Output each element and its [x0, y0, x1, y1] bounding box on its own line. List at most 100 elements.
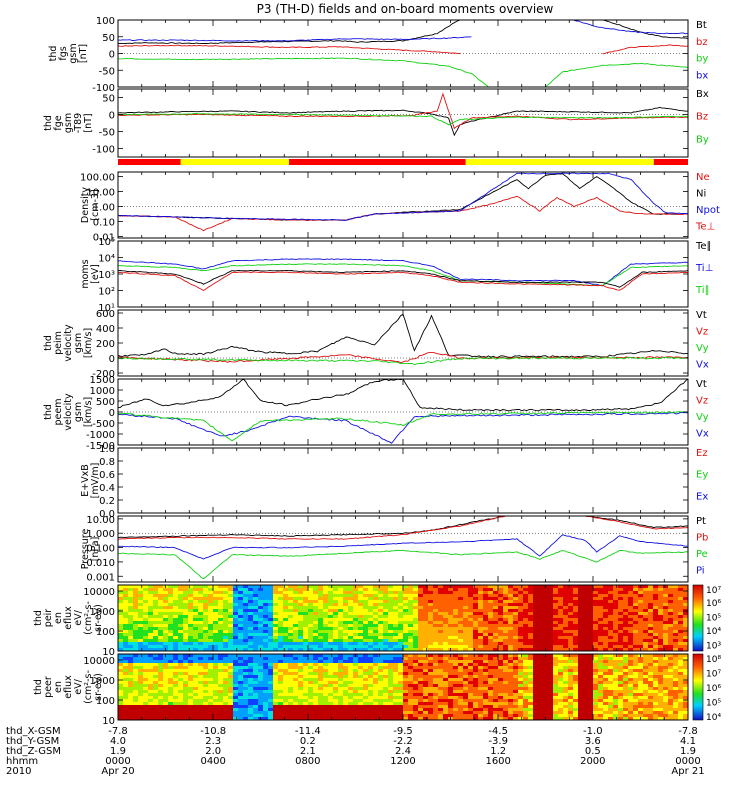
y-axis-label-line: peim: [53, 331, 64, 355]
y-axis-label-line: eflux: [63, 675, 74, 699]
y-axis-label-line: fgs: [58, 46, 69, 60]
panel-density: NeNiNpotTe⊥100.0010.001.000.100.01Densit…: [80, 171, 720, 244]
colorbar-tick-label: 10³: [706, 641, 721, 651]
y-axis-label: thd fge gsm -T89 [nT]: [43, 113, 94, 133]
y-axis-label-line: en: [53, 681, 64, 693]
panel-frame: [117, 447, 689, 514]
x-axis-tick-label: -7.8: [678, 726, 698, 737]
colorbar-tick-label: 10⁶: [706, 684, 721, 694]
y-tick-label: -500: [92, 419, 115, 430]
legend-entry: bx: [696, 70, 708, 81]
y-axis-label-line: eflux: [63, 606, 74, 630]
y-tick-label: 100.00: [80, 173, 115, 184]
series-line-by: [117, 57, 489, 88]
x-axis-tick-label: 1.9: [680, 746, 696, 757]
panel-frame: [117, 88, 689, 158]
legend-entry: Ne: [696, 172, 710, 183]
series-line-By: [117, 113, 689, 126]
colorbar-tick-label: 10⁴: [706, 713, 721, 723]
y-tick-label: -50: [99, 66, 115, 77]
x-axis-tick-label: Apr 21: [671, 766, 704, 777]
x-axis-tick-label: 2.1: [300, 746, 316, 757]
y-axis-label-line: [nT]: [78, 44, 89, 63]
y-axis-label-line: (cm²-s-: [83, 601, 94, 635]
y-tick-label: -100: [92, 83, 115, 94]
y-tick-label: 10⁴: [98, 254, 115, 265]
legend-entry: Ey: [696, 470, 708, 481]
figure-title: P3 (TH-D) fields and on-board moments ov…: [257, 2, 554, 16]
series-line-bz: [602, 44, 689, 55]
y-tick-label: 0: [109, 408, 115, 419]
mode-bar: [118, 159, 688, 165]
y-tick-label: 10000: [83, 587, 115, 598]
x-axis-tick-label: 1200: [390, 756, 415, 767]
x-axis-tick-label: 4.0: [110, 736, 126, 747]
y-axis-label: moms [eV]: [80, 259, 101, 288]
panel-frame: [117, 171, 689, 239]
y-axis-label-line: sr-eV): [93, 604, 104, 632]
y-axis-label-line: [km/s]: [83, 328, 94, 358]
y-axis-label-line: thd: [43, 335, 54, 351]
series-line-Bx: [117, 106, 689, 137]
legend-entry: Bx: [696, 89, 709, 100]
y-tick-label: 0: [109, 111, 115, 122]
legend-entry: Bz: [696, 112, 708, 123]
legend-entry: by: [696, 54, 708, 65]
series-line-Pb: [585, 515, 689, 530]
y-axis-label-line: thd: [33, 610, 44, 626]
legend-entry: Vx: [696, 360, 709, 371]
y-tick-label: 600: [96, 309, 115, 320]
y-tick-label: -1000: [86, 430, 115, 441]
series-line-bx: [573, 19, 689, 35]
legend-entry: Vt: [696, 310, 707, 321]
y-tick-label: 0.4: [99, 483, 115, 494]
x-axis-tick-label: -3.9: [488, 736, 508, 747]
y-tick-label: 50: [102, 94, 115, 105]
panel-peir: 10⁷ 10⁶ 10⁵ 10⁴ 10³ 10000 1000 100 10 thd peir en ef…: [33, 584, 721, 658]
y-tick-label: -50: [99, 128, 115, 139]
panel-frame: [117, 240, 689, 308]
series-line-Ti⊥: [117, 258, 689, 287]
series-line-Te∥: [117, 269, 689, 288]
panel-pressure: Pt Pb Pe Pi 10.00 1.000 0.100 0.010 0.001 Pressur…: [80, 515, 708, 583]
y-tick-label: 0.100: [86, 544, 115, 555]
y-tick-label: 1.00: [93, 203, 115, 214]
panel-fgs: Bt bz by bx 100 50 0 -50 -100 thd fgs gsm [nT]: [48, 16, 708, 94]
y-tick-label: 10: [102, 647, 115, 658]
legend-entry: Pi: [696, 566, 705, 577]
y-axis-label-line: -T89: [73, 113, 84, 133]
y-axis-label-line: [nPa]: [90, 537, 101, 562]
y-tick-label: 0: [109, 50, 115, 61]
x-axis-tick-label: 0400: [200, 756, 225, 767]
y-axis-label: Pressure [nPa]: [80, 529, 101, 570]
y-tick-label: 400: [96, 324, 115, 335]
y-axis-label: thd peim velocity gsm [km/s]: [43, 324, 94, 362]
y-tick-label: 10.00: [86, 515, 115, 526]
mode-segment-yellow: [465, 159, 654, 165]
legend-entry: Vy: [696, 412, 709, 423]
y-axis-label-line: gsm: [63, 113, 74, 133]
legend-entry: Pt: [696, 516, 706, 527]
x-axis-tick-label: -2.2: [393, 736, 413, 747]
y-axis-label-line: peem: [53, 399, 64, 426]
y-axis-label-line: thd: [48, 46, 59, 62]
legend-entry: Te∥: [695, 241, 712, 252]
y-tick-label: 0.10: [93, 218, 115, 229]
mode-segment-yellow: [180, 159, 289, 165]
y-tick-label: 0.6: [99, 470, 115, 481]
y-axis-label-line: thd: [33, 679, 44, 695]
legend-entry: Vt: [696, 379, 707, 390]
x-axis-tick-label: 0000: [675, 756, 700, 767]
y-axis-label: thd peem velocity gsm [km/s]: [43, 393, 94, 431]
y-tick-label: 10³: [98, 270, 115, 281]
y-tick-label: 100: [96, 16, 115, 27]
x-axis-tick-label: -11.4: [295, 726, 321, 737]
mode-segment-red: [118, 159, 181, 165]
series-line-Bt: [602, 19, 689, 39]
mode-segment-red: [653, 159, 688, 165]
y-tick-label: 50: [102, 33, 115, 44]
series-line-Pi: [118, 534, 689, 560]
y-tick-label: 10⁵: [98, 237, 115, 248]
